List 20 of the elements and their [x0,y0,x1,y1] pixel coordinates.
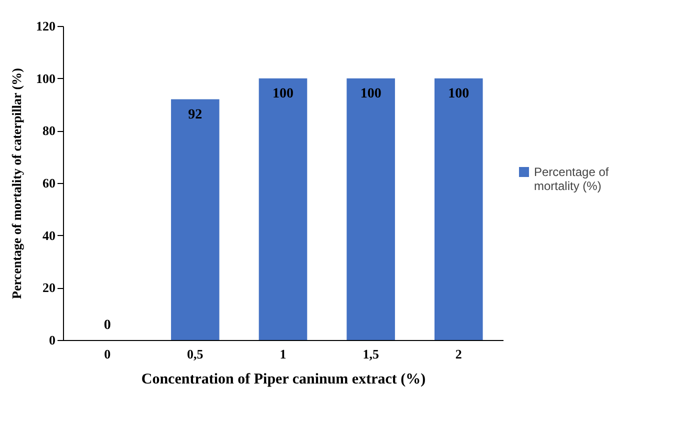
data-label: 100 [272,86,294,102]
y-tick-label: 20 [42,280,56,296]
x-tick-label: 2 [455,346,462,362]
x-tick-label: 0,5 [187,346,204,362]
data-label: 100 [448,86,470,102]
y-tick-label: 60 [42,176,56,190]
y-tick-label: 0 [49,332,56,348]
y-tick-label: 80 [42,123,56,138]
y-tick-label: 120 [36,18,56,34]
legend-label: Percentage of mortality (%) [534,165,610,193]
data-label: 100 [360,86,382,102]
y-axis-title: Percentage of mortality of caterpillar (%) [9,68,24,299]
data-label: 0 [104,318,111,333]
y-tick-label: 100 [36,70,56,86]
data-label: 92 [188,107,202,122]
x-tick-label: 1 [280,346,286,362]
y-tick-label: 40 [42,228,56,243]
x-tick-label: 1,5 [362,346,380,362]
x-axis-title: Concentration of Piper caninum extract (%) [141,372,426,388]
x-tick-label: 0 [104,346,111,362]
